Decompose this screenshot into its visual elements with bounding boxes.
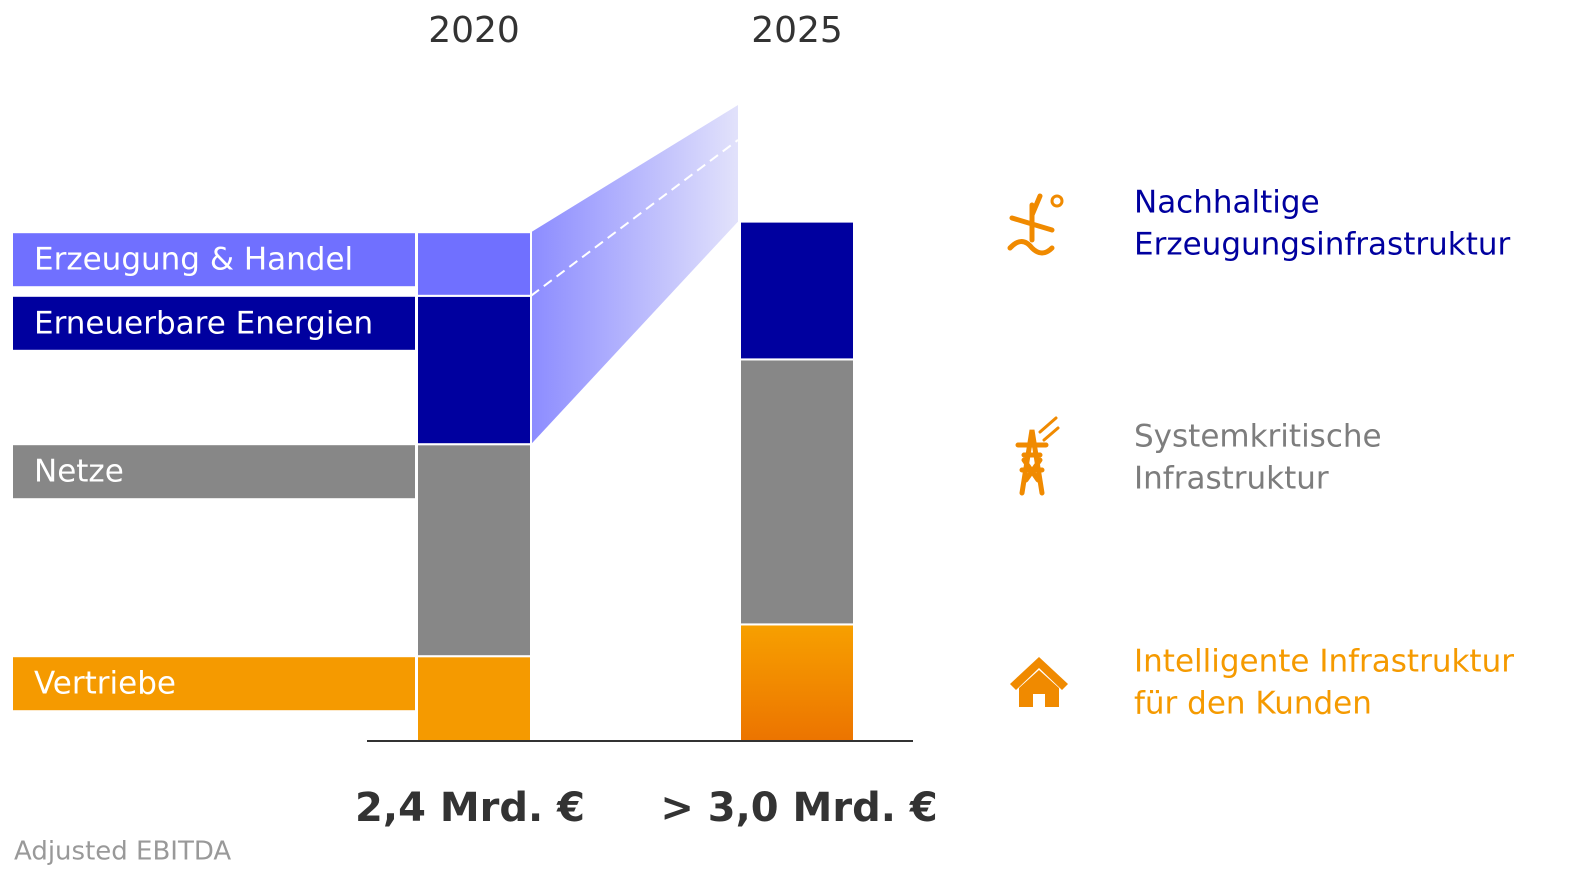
category-label: 2020 — [428, 10, 520, 51]
total-label: 2,4 Mrd. € — [355, 785, 585, 831]
legend-label: Erneuerbare Energien — [34, 305, 373, 341]
legend-box — [13, 296, 415, 350]
house-icon — [1010, 657, 1068, 707]
pillar-label: Intelligente Infrastruktur — [1134, 644, 1514, 680]
pillar-label: Erzeugungsinfrastruktur — [1134, 227, 1510, 263]
legend-label: Vertriebe — [34, 666, 176, 702]
projection-wedge — [531, 105, 738, 445]
footnote: Adjusted EBITDA — [14, 837, 231, 867]
pillar-label: für den Kunden — [1134, 686, 1372, 722]
legend-box — [13, 233, 415, 287]
legend-label: Netze — [34, 454, 124, 490]
legend-label: Erzeugung & Handel — [34, 242, 353, 278]
legend-box — [13, 657, 415, 711]
category-label: 2025 — [751, 10, 843, 51]
projection-divider — [530, 139, 739, 297]
bar-segment — [416, 655, 532, 743]
legend-box — [13, 445, 415, 499]
pillar-label: Systemkritische — [1134, 419, 1382, 455]
bar-segment — [739, 623, 855, 743]
pillar-label: Infrastruktur — [1134, 461, 1329, 497]
pillar-label: Nachhaltige — [1134, 185, 1320, 221]
bar-segment — [416, 443, 532, 658]
bar-segment — [416, 231, 532, 297]
bar-segment — [416, 294, 532, 446]
pylon-icon — [1015, 416, 1060, 496]
wind-icon — [1007, 193, 1064, 256]
bar-segment — [739, 358, 855, 626]
icons — [1007, 193, 1068, 707]
bar-segment — [739, 220, 855, 361]
total-label: > 3,0 Mrd. € — [660, 785, 937, 831]
